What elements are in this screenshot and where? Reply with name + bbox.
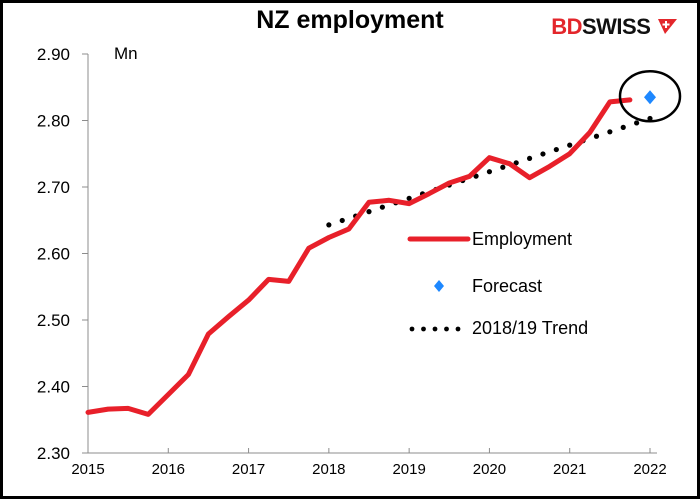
employment-line xyxy=(85,97,633,417)
legend-forecast-label: Forecast xyxy=(472,276,542,296)
x-tick-label: 2022 xyxy=(633,461,666,478)
forecast-diamond-marker xyxy=(644,90,656,105)
legend-trend-dot xyxy=(409,326,415,332)
chart-title: NZ employment xyxy=(256,6,444,34)
trend-dot xyxy=(634,120,640,126)
legend-trend-label: 2018/19 Trend xyxy=(472,318,588,338)
forecast-highlight-ellipse xyxy=(618,69,682,123)
legend-forecast-swatch xyxy=(434,280,444,292)
unit-label: Mn xyxy=(114,44,138,63)
legend-trend-dot xyxy=(455,326,461,332)
x-tick-label: 2015 xyxy=(71,461,104,478)
logo-part-bd: BD xyxy=(551,14,582,39)
trend-dot xyxy=(553,146,559,153)
swiss-cross-flag-icon xyxy=(658,19,677,34)
logo-part-swiss: SWISS xyxy=(581,14,651,39)
trend-dot xyxy=(593,133,600,139)
trend-dot xyxy=(326,222,332,228)
trend-dot xyxy=(607,129,613,135)
trend-dot xyxy=(513,160,519,166)
trend-dot xyxy=(526,155,533,162)
trend-dot xyxy=(647,115,653,122)
legend-employment-label: Employment xyxy=(472,229,572,249)
y-tick-label: 2.60 xyxy=(37,245,70,264)
legend-trend-dot xyxy=(432,326,438,332)
trend-dot xyxy=(620,124,626,130)
trend-dot xyxy=(500,164,506,170)
trend-dot xyxy=(379,204,385,210)
trend-dot xyxy=(540,151,546,157)
trend-dot xyxy=(406,195,412,201)
trend-dot xyxy=(567,142,573,148)
x-tick-label: 2018 xyxy=(312,461,345,478)
y-tick-label: 2.90 xyxy=(37,45,70,64)
y-tick-label: 2.40 xyxy=(37,378,70,397)
legend-trend-dot xyxy=(444,326,449,332)
y-tick-label: 2.70 xyxy=(37,178,70,197)
x-tick-label: 2019 xyxy=(392,461,425,478)
x-tick-label: 2021 xyxy=(553,461,586,478)
y-tick-label: 2.30 xyxy=(37,444,70,463)
trend-dot xyxy=(486,169,493,175)
x-tick-label: 2017 xyxy=(232,461,265,478)
legend-trend-dot xyxy=(421,326,426,332)
x-tick-label: 2016 xyxy=(152,461,185,478)
bdswiss-logo: BDSWISS xyxy=(551,14,678,40)
trend-dot xyxy=(339,217,345,224)
trend-dot xyxy=(473,173,479,179)
y-tick-label: 2.80 xyxy=(37,112,70,131)
y-tick-label: 2.50 xyxy=(37,311,70,330)
trend-dot xyxy=(366,209,372,215)
x-tick-label: 2020 xyxy=(473,461,506,478)
